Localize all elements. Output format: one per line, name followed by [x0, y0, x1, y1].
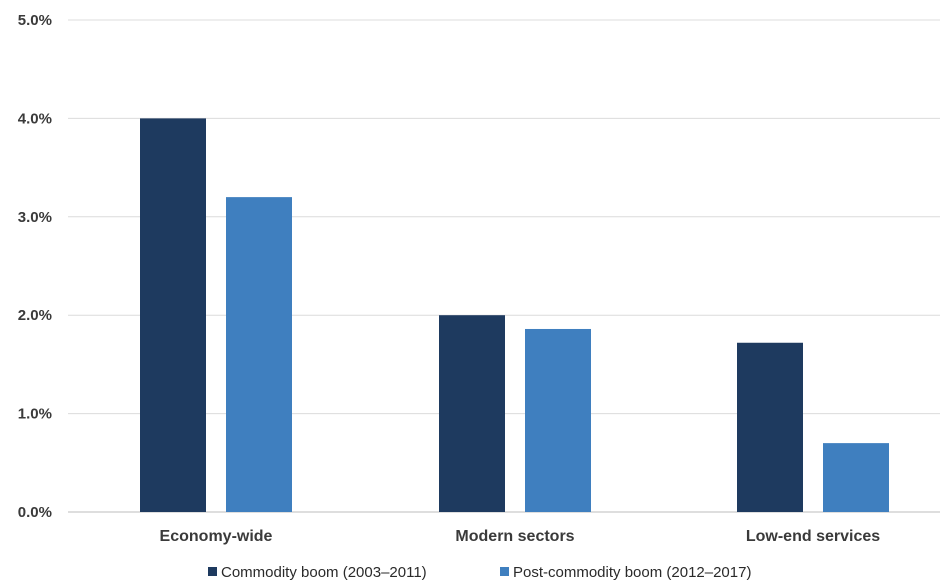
bar-post-commodity-boom-2	[823, 443, 889, 512]
y-tick-label-0: 0.0%	[18, 504, 52, 521]
legend: Commodity boom (2003–2011) Post-commodity…	[208, 564, 751, 581]
legend-swatch-0	[208, 567, 217, 576]
legend-label-1: Post-commodity boom (2012–2017)	[513, 564, 751, 581]
bar-commodity-boom-0	[140, 118, 206, 513]
x-category-label-2: Low-end services	[746, 528, 880, 545]
x-axis: Economy-wide Modern sectors Low-end servic…	[160, 528, 881, 545]
bar-post-commodity-boom-0	[226, 197, 292, 512]
bars	[140, 118, 889, 513]
y-tick-label-5: 5.0%	[18, 12, 52, 29]
x-category-label-0: Economy-wide	[160, 528, 273, 545]
y-tick-label-3: 3.0%	[18, 209, 52, 226]
y-tick-label-4: 4.0%	[18, 110, 52, 127]
legend-swatch-1	[500, 567, 509, 576]
y-tick-label-2: 2.0%	[18, 307, 52, 324]
x-category-label-1: Modern sectors	[455, 528, 574, 545]
bar-commodity-boom-1	[439, 315, 505, 512]
bar-commodity-boom-2	[737, 342, 803, 512]
y-tick-label-1: 1.0%	[18, 406, 52, 423]
y-axis: 0.0% 1.0% 2.0% 3.0% 4.0% 5.0%	[18, 12, 52, 521]
bar-post-commodity-boom-1	[525, 328, 591, 512]
legend-label-0: Commodity boom (2003–2011)	[221, 564, 427, 581]
